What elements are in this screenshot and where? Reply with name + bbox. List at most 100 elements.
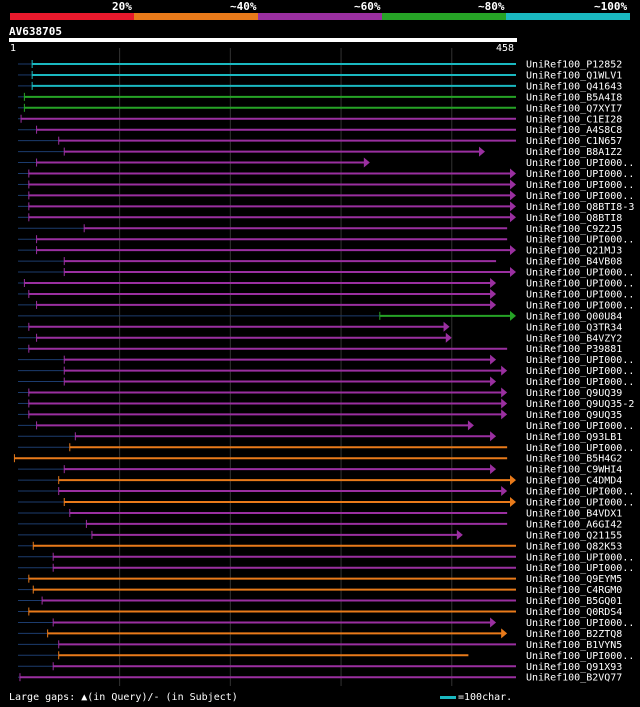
hit-label[interactable]: UniRef100_UPI000.. (526, 651, 634, 662)
hit-label[interactable]: UniRef100_A6GI42 (526, 519, 622, 530)
hit-row[interactable]: UniRef100_Q93LB1 (18, 431, 622, 443)
hit-row[interactable]: UniRef100_Q8BTI8 (18, 212, 622, 224)
hit-row[interactable]: UniRef100_B4VB08 (18, 257, 622, 268)
hit-label[interactable]: UniRef100_Q3TR34 (526, 322, 622, 333)
hit-row[interactable]: UniRef100_B5H4G2 (13, 454, 622, 465)
hit-label[interactable]: UniRef100_C9WHI4 (526, 465, 622, 476)
hit-row[interactable]: UniRef100_B1VYN5 (18, 640, 622, 651)
hit-row[interactable]: UniRef100_Q1WLV1 (18, 70, 622, 81)
hit-row[interactable]: UniRef100_Q21155 (18, 529, 622, 542)
hit-label[interactable]: UniRef100_Q0RDS4 (526, 607, 622, 618)
hit-label[interactable]: UniRef100_UPI000.. (526, 498, 634, 509)
hit-label[interactable]: UniRef100_Q9UQ39 (526, 388, 622, 399)
hit-row[interactable]: UniRef100_Q00U84 (18, 310, 622, 323)
hit-row[interactable]: UniRef100_UPI000.. (18, 354, 634, 367)
hit-label[interactable]: UniRef100_C1EI28 (526, 114, 622, 125)
hit-label[interactable]: UniRef100_B4VDX1 (526, 508, 622, 519)
hit-label[interactable]: UniRef100_Q91X93 (526, 662, 622, 673)
hit-row[interactable]: UniRef100_UPI000.. (18, 179, 634, 191)
hit-row[interactable]: UniRef100_C1N657 (18, 136, 622, 147)
hit-label[interactable]: UniRef100_Q82K53 (526, 541, 622, 552)
hit-row[interactable]: UniRef100_UPI000.. (18, 365, 634, 378)
hit-label[interactable]: UniRef100_Q21155 (526, 530, 622, 541)
hit-row[interactable]: UniRef100_Q9UQ35-2 (18, 398, 634, 410)
hit-label[interactable]: UniRef100_UPI000.. (526, 563, 634, 574)
hit-label[interactable]: UniRef100_UPI000.. (526, 169, 634, 180)
hit-row[interactable]: UniRef100_UPI000.. (18, 376, 634, 389)
hit-row[interactable]: UniRef100_UPI000.. (18, 168, 634, 181)
hit-label[interactable]: UniRef100_Q9EYM5 (526, 574, 622, 585)
hit-label[interactable]: UniRef100_A4S8C8 (526, 125, 622, 136)
hit-label[interactable]: UniRef100_UPI000.. (526, 235, 634, 246)
hit-row[interactable]: UniRef100_UPI000.. (18, 486, 634, 498)
hit-label[interactable]: UniRef100_UPI000.. (526, 300, 634, 311)
hit-label[interactable]: UniRef100_Q8BTI8 (526, 213, 622, 224)
hit-label[interactable]: UniRef100_P12852 (526, 60, 622, 71)
hit-label[interactable]: UniRef100_Q7XYI7 (526, 103, 622, 114)
hit-label[interactable]: UniRef100_B8A1Z2 (526, 147, 622, 158)
hit-row[interactable]: UniRef100_Q21MJ3 (18, 245, 622, 257)
hit-row[interactable]: UniRef100_P39881 (18, 344, 622, 355)
hit-label[interactable]: UniRef100_UPI000.. (526, 180, 634, 191)
hit-label[interactable]: UniRef100_UPI000.. (526, 366, 634, 377)
hit-row[interactable]: UniRef100_UPI000.. (18, 552, 634, 563)
hit-label[interactable]: UniRef100_Q41643 (526, 81, 622, 92)
hit-row[interactable]: UniRef100_UPI000.. (18, 651, 634, 662)
hit-row[interactable]: UniRef100_UPI000.. (18, 617, 634, 629)
hit-row[interactable]: UniRef100_P12852 (18, 60, 622, 71)
hit-row[interactable]: UniRef100_UPI000.. (18, 278, 634, 290)
hit-row[interactable]: UniRef100_Q9UQ35 (18, 409, 622, 421)
hit-label[interactable]: UniRef100_Q00U84 (526, 311, 622, 322)
hit-label[interactable]: UniRef100_Q8BTI8-3 (526, 202, 634, 213)
hit-label[interactable]: UniRef100_UPI000.. (526, 158, 634, 169)
hit-row[interactable]: UniRef100_Q91X93 (18, 662, 622, 673)
hit-label[interactable]: UniRef100_UPI000.. (526, 268, 634, 279)
hit-label[interactable]: UniRef100_C1N657 (526, 136, 622, 147)
hit-label[interactable]: UniRef100_B1VYN5 (526, 640, 622, 651)
hit-row[interactable]: UniRef100_C9WHI4 (18, 464, 622, 476)
hit-row[interactable]: UniRef100_UPI000.. (18, 497, 634, 509)
hit-label[interactable]: UniRef100_C4RGM0 (526, 585, 622, 596)
hit-label[interactable]: UniRef100_UPI000.. (526, 279, 634, 290)
hit-row[interactable]: UniRef100_A4S8C8 (18, 125, 622, 136)
hit-label[interactable]: UniRef100_P39881 (526, 344, 622, 355)
hit-label[interactable]: UniRef100_B2VQ77 (526, 673, 622, 684)
hit-row[interactable]: UniRef100_UPI000.. (18, 288, 634, 301)
hit-label[interactable]: UniRef100_UPI000.. (526, 443, 634, 454)
hit-label[interactable]: UniRef100_C4DMD4 (526, 476, 622, 487)
hit-label[interactable]: UniRef100_Q9UQ35 (526, 410, 622, 421)
hit-label[interactable]: UniRef100_UPI000.. (526, 289, 634, 300)
hit-row[interactable]: UniRef100_B5A4I8 (18, 92, 622, 103)
hit-label[interactable]: UniRef100_UPI000.. (526, 377, 634, 388)
hit-row[interactable]: UniRef100_C4RGM0 (18, 585, 622, 596)
hit-row[interactable]: UniRef100_B4VDX1 (18, 508, 622, 519)
hit-row[interactable]: UniRef100_UPI000.. (18, 157, 634, 170)
hit-row[interactable]: UniRef100_UPI000.. (18, 235, 634, 246)
hit-row[interactable]: UniRef100_C4DMD4 (18, 475, 622, 487)
hit-row[interactable]: UniRef100_UPI000.. (18, 299, 634, 312)
hit-label[interactable]: UniRef100_UPI000.. (526, 618, 634, 629)
hit-row[interactable]: UniRef100_B5GQ01 (18, 596, 622, 607)
hit-label[interactable]: UniRef100_B5A4I8 (526, 92, 622, 103)
hit-row[interactable]: UniRef100_Q8BTI8-3 (18, 201, 634, 213)
hit-row[interactable]: UniRef100_C1EI28 (18, 114, 622, 125)
hit-label[interactable]: UniRef100_B2ZTQ8 (526, 629, 622, 640)
hit-label[interactable]: UniRef100_C9Z2J5 (526, 224, 622, 235)
hit-label[interactable]: UniRef100_Q93LB1 (526, 432, 622, 443)
hit-row[interactable]: UniRef100_A6GI42 (18, 519, 622, 530)
hit-row[interactable]: UniRef100_B8A1Z2 (18, 146, 622, 159)
hit-label[interactable]: UniRef100_UPI000.. (526, 487, 634, 498)
hit-row[interactable]: UniRef100_C9Z2J5 (18, 224, 622, 235)
hit-row[interactable]: UniRef100_Q82K53 (18, 541, 622, 552)
hit-row[interactable]: UniRef100_UPI000.. (18, 563, 634, 574)
hit-label[interactable]: UniRef100_UPI000.. (526, 421, 634, 432)
hit-label[interactable]: UniRef100_UPI000.. (526, 355, 634, 366)
hit-row[interactable]: UniRef100_UPI000.. (18, 267, 634, 279)
hit-row[interactable]: UniRef100_Q7XYI7 (18, 103, 622, 114)
hit-label[interactable]: UniRef100_B4VB08 (526, 257, 622, 268)
hit-row[interactable]: UniRef100_Q9EYM5 (18, 574, 622, 585)
hit-label[interactable]: UniRef100_B5GQ01 (526, 596, 622, 607)
hit-row[interactable]: UniRef100_B2VQ77 (18, 673, 622, 684)
hit-row[interactable]: UniRef100_UPI000.. (18, 443, 634, 454)
hit-row[interactable]: UniRef100_Q3TR34 (18, 321, 622, 334)
